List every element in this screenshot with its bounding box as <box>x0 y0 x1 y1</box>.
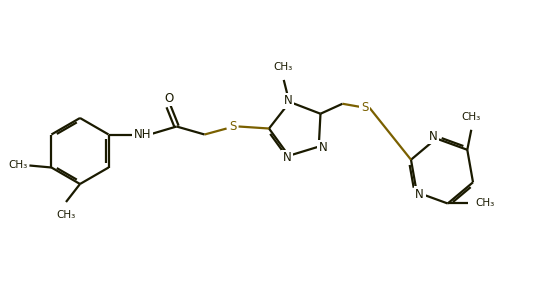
Text: N: N <box>284 94 292 107</box>
Text: CH₃: CH₃ <box>273 62 293 72</box>
Text: S: S <box>361 101 368 114</box>
Text: N: N <box>319 141 327 154</box>
Text: CH₃: CH₃ <box>57 210 76 220</box>
Text: S: S <box>229 120 236 133</box>
Text: N: N <box>429 130 438 143</box>
Text: CH₃: CH₃ <box>8 161 27 170</box>
Text: N: N <box>283 151 291 164</box>
Text: N: N <box>416 188 424 201</box>
Text: CH₃: CH₃ <box>461 112 481 122</box>
Text: CH₃: CH₃ <box>476 199 495 208</box>
Text: NH: NH <box>134 128 151 141</box>
Text: O: O <box>164 92 173 105</box>
